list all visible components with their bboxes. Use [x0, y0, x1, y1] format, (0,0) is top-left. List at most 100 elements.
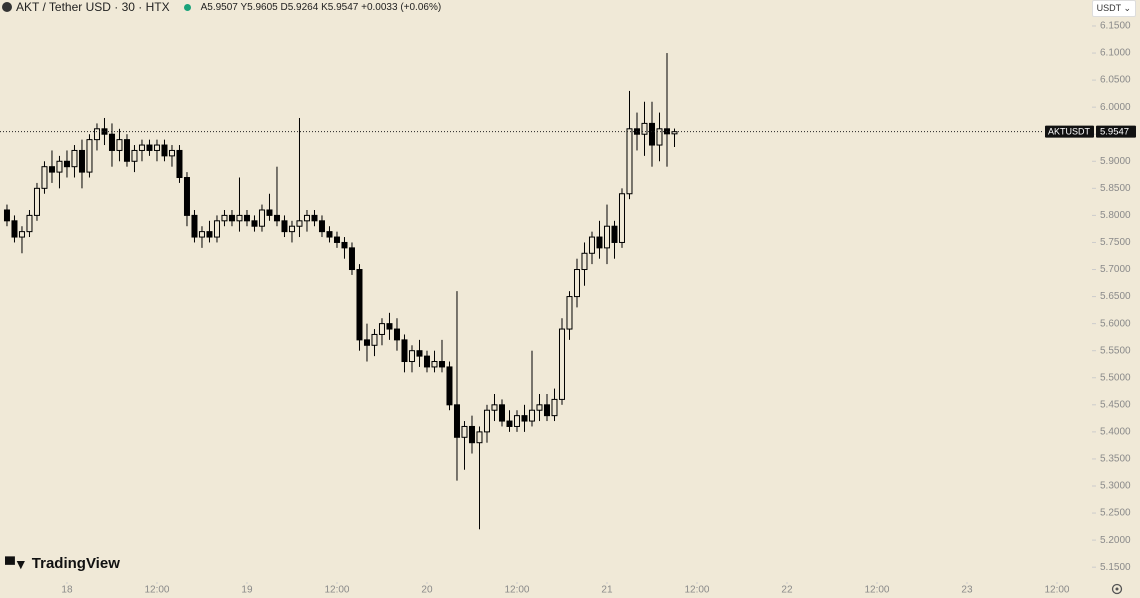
x-tick-label: 12:00 [504, 585, 529, 596]
candle-body [528, 409, 535, 422]
candle-body [416, 350, 423, 357]
candle-body [228, 214, 235, 222]
candle-body [386, 323, 393, 330]
candle-body [41, 166, 48, 189]
candle-body [446, 366, 453, 406]
candle-body [191, 214, 198, 238]
candle-body [243, 214, 250, 222]
candle-body [461, 425, 468, 438]
candle-body [221, 214, 228, 222]
candle-body [341, 241, 348, 249]
y-tick-label: 5.3000 [1100, 481, 1131, 492]
candle-body [78, 149, 85, 173]
candle-body [348, 247, 355, 271]
candle-body [251, 220, 258, 227]
candle-body [48, 166, 55, 173]
y-tick-label: 5.7000 [1100, 264, 1131, 275]
y-tick-label: 6.0000 [1100, 102, 1131, 113]
candle-body [513, 415, 520, 427]
x-tick-label: 20 [421, 585, 433, 596]
candle-body [71, 149, 78, 168]
candle-body [273, 214, 280, 222]
candle-body [198, 231, 205, 238]
candle-body [378, 323, 385, 335]
y-tick-label: 5.1500 [1100, 562, 1131, 573]
candle-body [588, 236, 595, 254]
candle-body [123, 139, 130, 162]
candle-body [408, 350, 415, 363]
y-tick-label: 5.4000 [1100, 427, 1131, 438]
x-tick-label: 12:00 [144, 585, 169, 596]
candle-body [453, 404, 460, 438]
y-tick-label: 5.2500 [1100, 508, 1131, 519]
candle-body [26, 214, 33, 233]
y-tick-label: 5.2000 [1100, 535, 1131, 546]
price-tag [1096, 125, 1136, 138]
candle-body [213, 220, 220, 238]
currency-button[interactable]: USDT ⌄ [1091, 0, 1136, 17]
x-tick-label: 19 [241, 585, 253, 596]
candle-body [566, 296, 573, 330]
y-tick-label: 6.1000 [1100, 48, 1131, 59]
candle-body [498, 404, 505, 422]
candle-body [311, 214, 318, 222]
candle-body [131, 149, 138, 162]
candle-body [558, 328, 565, 400]
candle-body [138, 144, 145, 151]
y-tick-label: 5.5500 [1100, 345, 1131, 356]
candle-body [153, 144, 160, 151]
x-tick-label: 23 [961, 585, 973, 596]
y-tick-label: 6.0500 [1100, 75, 1131, 86]
candle-body [288, 225, 295, 233]
candle-body [536, 404, 543, 411]
candle-body [146, 144, 153, 151]
candle-body [63, 160, 70, 168]
candle-body [423, 355, 430, 368]
y-tick-label: 5.7500 [1100, 237, 1131, 248]
candle-body [3, 209, 10, 222]
candle-body [236, 214, 243, 222]
candle-body [551, 398, 558, 417]
candle-body [393, 328, 400, 341]
candle-body [326, 231, 333, 238]
logo: ▀▼ TradingView [5, 555, 120, 572]
candle-body [281, 220, 288, 233]
candle-body [168, 149, 175, 157]
settings-icon[interactable] [1111, 583, 1123, 595]
candle-body [116, 139, 123, 151]
candle-body [108, 133, 115, 151]
symbol-tag [1045, 125, 1094, 138]
x-tick-label: 18 [61, 585, 73, 596]
y-tick-label: 6.1500 [1100, 21, 1131, 32]
candle-body [333, 236, 340, 243]
branding: TradingView [31, 555, 120, 572]
candle-body [603, 225, 610, 249]
symbol-icon [2, 2, 12, 12]
x-tick-label: 12:00 [324, 585, 349, 596]
candle-body [671, 131, 678, 135]
candle-body [18, 231, 25, 238]
y-tick-label: 5.8500 [1100, 183, 1131, 194]
symbol-label: AKTUSDT [1048, 127, 1091, 137]
candle-body [521, 415, 528, 422]
x-tick-label: 12:00 [684, 585, 709, 596]
candle-body [56, 160, 63, 173]
x-tick-label: 12:00 [1044, 585, 1069, 596]
status-dot [183, 3, 191, 11]
y-tick-label: 5.6500 [1100, 291, 1131, 302]
candle-body [176, 149, 183, 179]
x-tick-label: 22 [781, 585, 793, 596]
candle-body [101, 128, 108, 135]
candle-body [483, 409, 490, 433]
candle-body [641, 122, 648, 135]
candle-body [371, 333, 378, 346]
candle-body [11, 220, 18, 238]
candle-body [648, 122, 655, 146]
y-tick-label: 5.5000 [1100, 372, 1131, 383]
candle-body [401, 339, 408, 363]
ohlc-legend: A5.9507 Y5.9605 D5.9264 K5.9547 +0.0033 … [200, 1, 442, 13]
y-tick-label: 5.3500 [1100, 454, 1131, 465]
chart-title: AKT / Tether USD · 30 · HTX [16, 0, 170, 14]
candle-body [206, 231, 213, 238]
candle-body [626, 128, 633, 195]
